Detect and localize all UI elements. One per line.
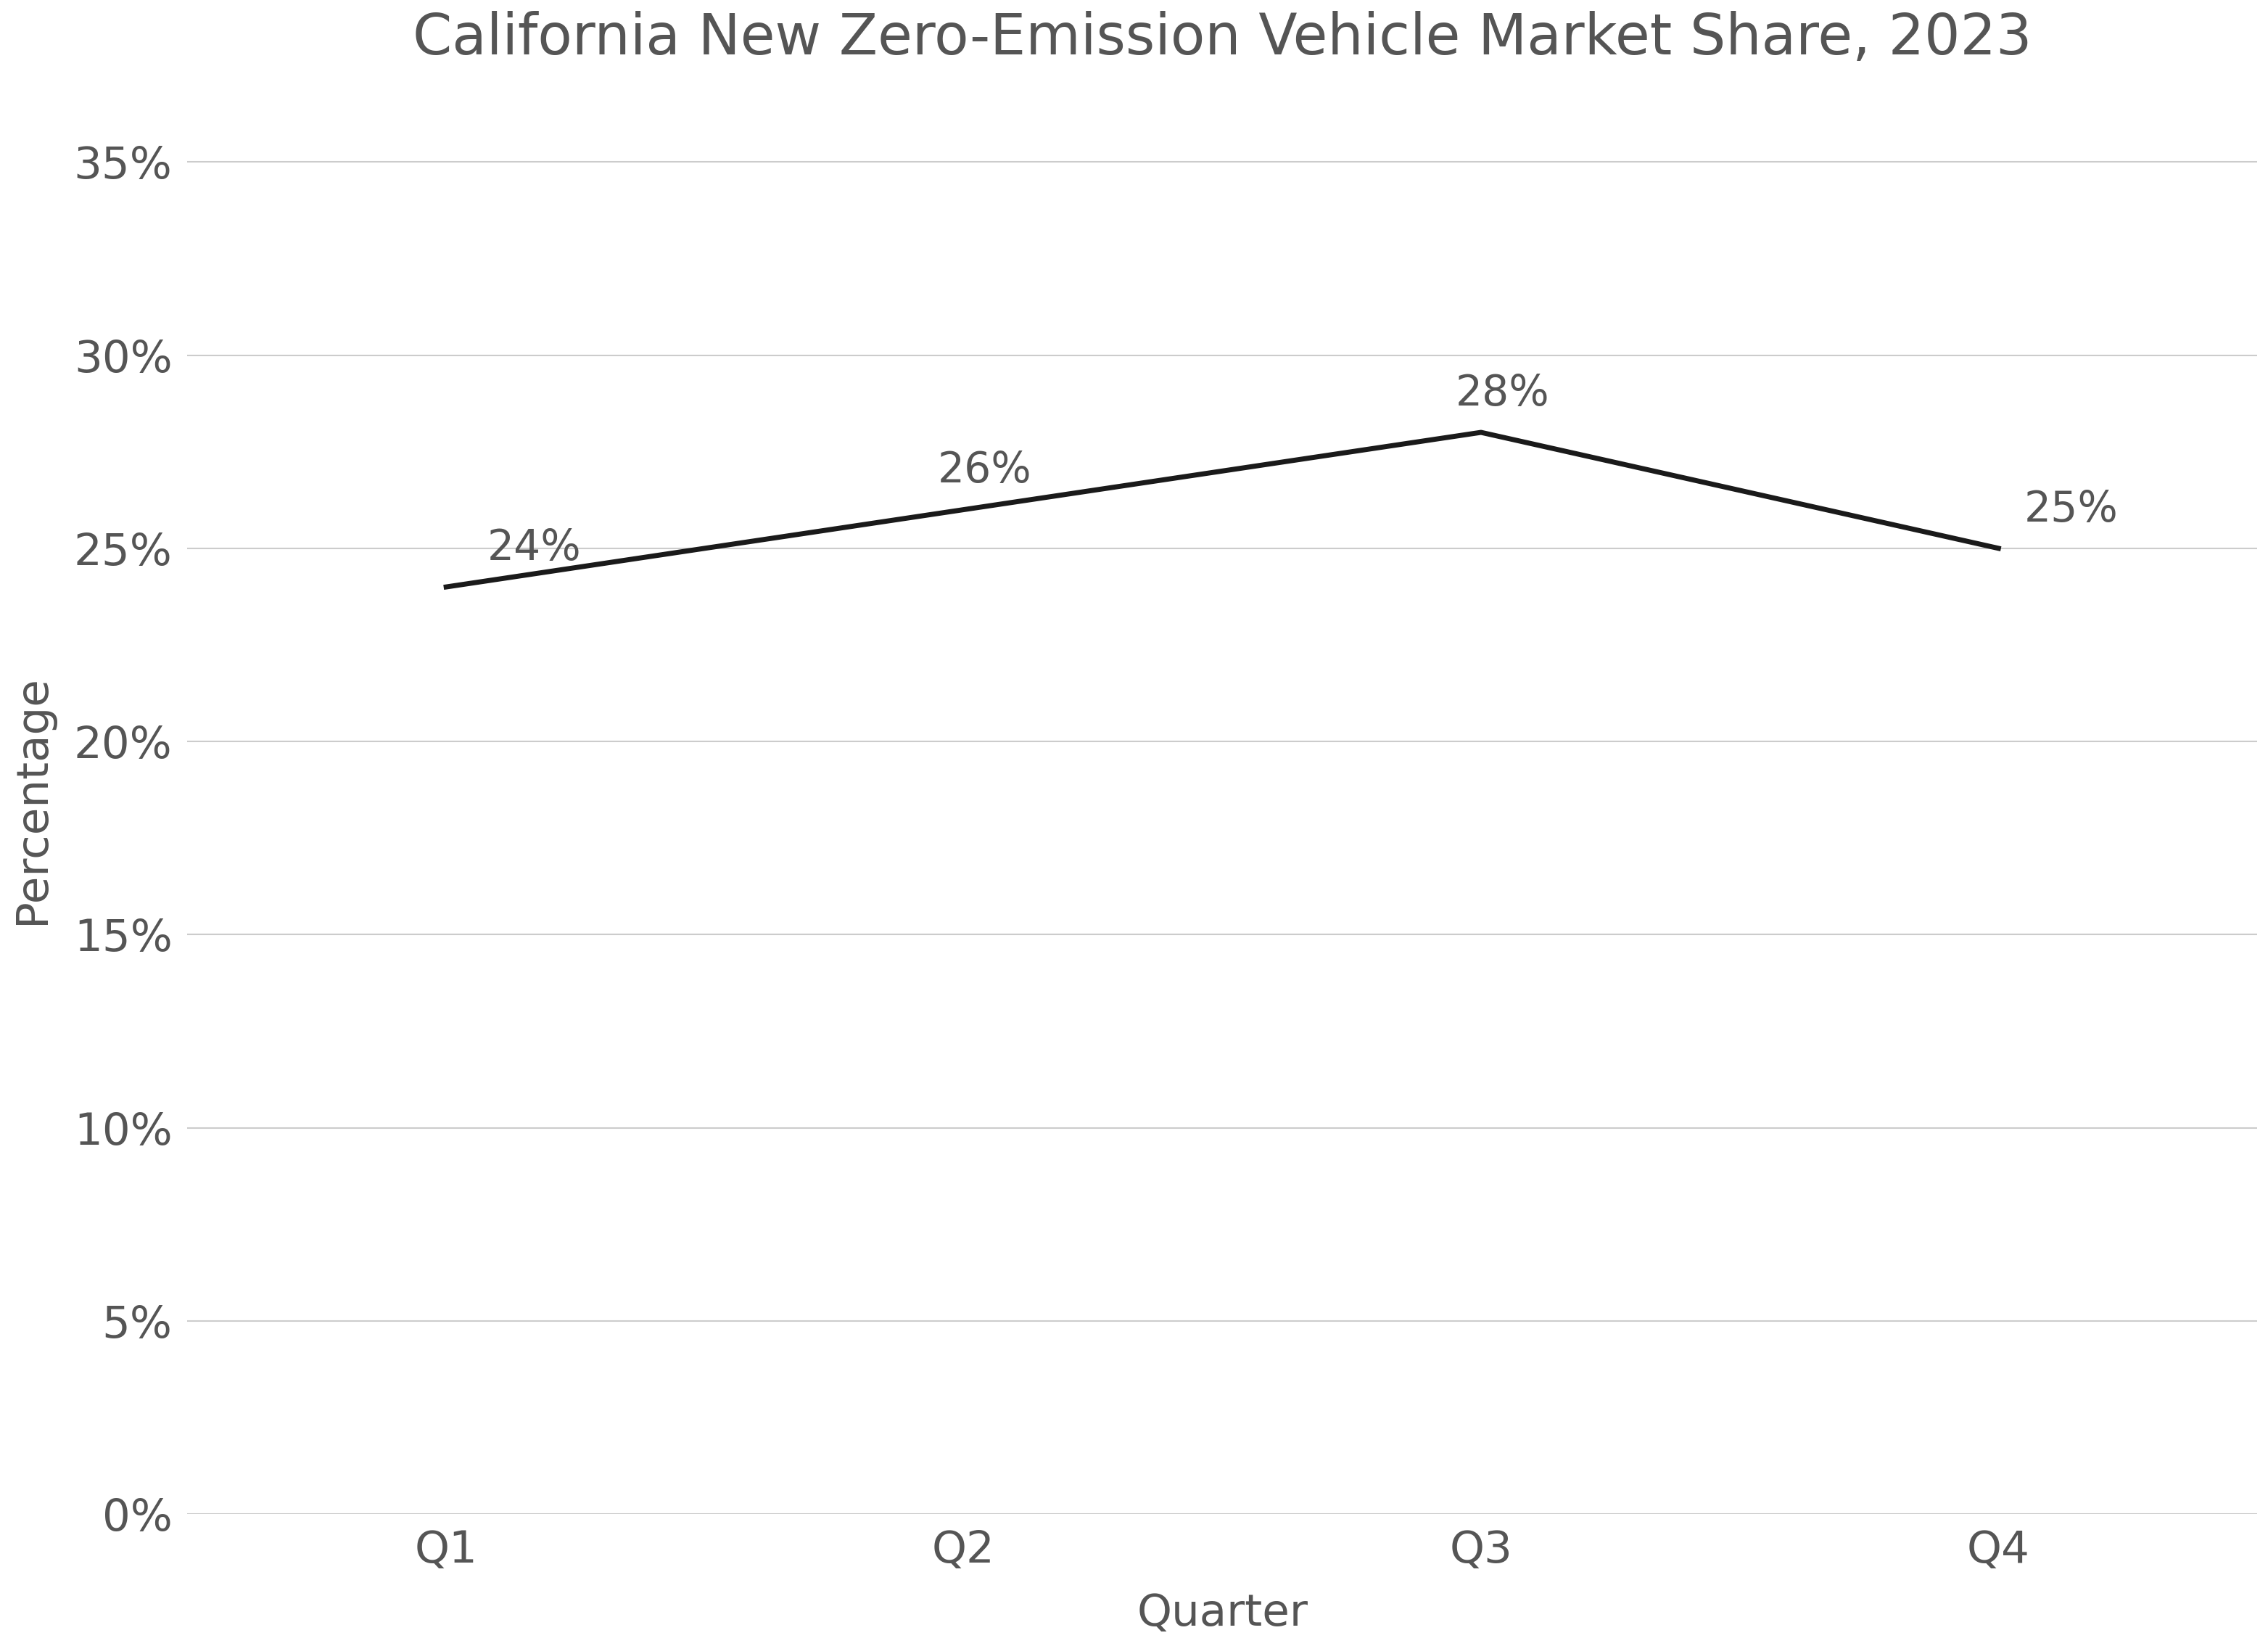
X-axis label: Quarter: Quarter — [1136, 1592, 1309, 1634]
Text: 24%: 24% — [488, 527, 581, 568]
Text: 25%: 25% — [2025, 489, 2118, 530]
Text: 26%: 26% — [937, 449, 1032, 491]
Title: California New Zero-Emission Vehicle Market Share, 2023: California New Zero-Emission Vehicle Mar… — [413, 12, 2032, 66]
Y-axis label: Percentage: Percentage — [11, 675, 54, 923]
Text: 28%: 28% — [1456, 372, 1549, 415]
